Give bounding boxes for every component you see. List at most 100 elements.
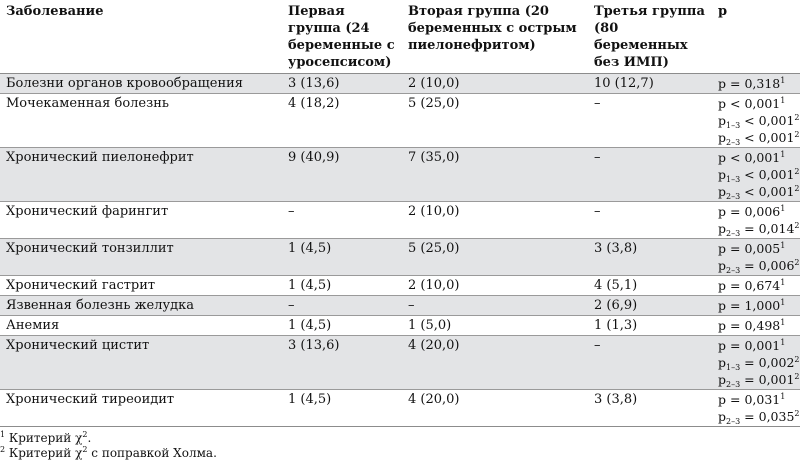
p-value-cell: p = 0,0051 p2–3 = 0,0062 [712, 238, 800, 276]
p-value-line: p = 0,6741 [718, 277, 794, 294]
group-3-cell: 3 (3,8) [588, 389, 712, 427]
table-row: Анемия 1 (4,5) 1 (5,0) 1 (1,3) p = 0,4981 [0, 315, 800, 336]
p-relation: = [726, 318, 745, 333]
group-1-cell: 1 (4,5) [282, 389, 402, 427]
p-symbol: p [718, 392, 727, 407]
p-footnote-mark: 2 [794, 130, 800, 139]
p-value: 0,006 [744, 204, 781, 219]
group-3-cell: 1 (1,3) [588, 315, 712, 336]
group-2-cell: 2 (10,0) [402, 275, 588, 296]
table-row: Хронический фарингит –2 (10,0) – p = 0,0061… [0, 201, 800, 239]
disease-cell: Язвенная болезнь желудка [0, 295, 282, 316]
p-value: 0,002 [758, 355, 795, 370]
footnote-text: Критерий χ [5, 431, 83, 445]
header-group-3: Третья группа (80 беременных без ИМП) [588, 0, 712, 74]
group-3-cell: – [588, 93, 712, 148]
footnote-tail: с поправкой Холма. [87, 446, 217, 460]
group-2-cell: 7 (35,0) [402, 147, 588, 202]
p-value-line: p1–3 < 0,0012 [718, 112, 800, 130]
p-symbol: p [718, 184, 727, 199]
group-3-cell: 3 (3,8) [588, 238, 712, 276]
p-symbol: p [718, 409, 727, 424]
p-symbol: p [718, 150, 727, 165]
group-3-cell: – [588, 147, 712, 202]
p-value-cell: p = 0,0061 p2–3 = 0,0142 [712, 201, 800, 239]
p-value-line: p2–3 = 0,0012 [718, 371, 800, 389]
p-subscript: 2–3 [726, 229, 741, 238]
p-value: 0,035 [758, 409, 795, 424]
p-symbol: p [718, 167, 727, 182]
p-value: 0,001 [744, 150, 781, 165]
p-value-cell: p = 0,3181 [712, 73, 800, 94]
p-symbol: p [718, 76, 727, 91]
table-body: Болезни органов кровообращения 3 (13,6) 2 … [0, 73, 800, 427]
p-value-line: p2–3 < 0,0012 [718, 183, 800, 201]
footnote-mark: 1 [0, 430, 6, 439]
p-relation: = [726, 241, 745, 256]
p-relation: = [740, 258, 759, 273]
group-2-cell: 2 (10,0) [402, 201, 588, 239]
p-value-cell: p = 0,0311 p2–3 = 0,0352 [712, 389, 800, 427]
header-group-2: Вторая группа (20 беременных с острым пи… [402, 0, 588, 74]
p-value: 0,001 [758, 167, 795, 182]
p-value: 0,001 [758, 184, 795, 199]
p-relation: = [740, 409, 759, 424]
group-3-cell: – [588, 201, 712, 239]
p-subscript: 2–3 [726, 192, 741, 201]
p-footnote-mark: 1 [780, 204, 786, 213]
footnote-superscript: 2 [82, 445, 88, 454]
p-value-line: p < 0,0011 [718, 149, 794, 166]
disease-cell: Анемия [0, 315, 282, 336]
p-footnote-mark: 1 [780, 76, 786, 85]
header-p: p [712, 0, 800, 74]
p-footnote-mark: 2 [794, 113, 800, 122]
disease-cell: Хронический фарингит [0, 201, 282, 239]
p-relation: = [726, 392, 745, 407]
p-footnote-mark: 2 [794, 409, 800, 418]
header-row: Заболевание Первая группа (24 беременные… [0, 0, 800, 74]
p-value: 1,000 [744, 298, 781, 313]
group-3-cell: 10 (12,7) [588, 73, 712, 94]
p-relation: < [740, 113, 759, 128]
p-value: 0,031 [744, 392, 781, 407]
p-relation: = [740, 355, 759, 370]
p-value-line: p2–3 = 0,0142 [718, 220, 800, 238]
p-subscript: 1–3 [726, 175, 741, 184]
group-1-cell: 3 (13,6) [282, 73, 402, 94]
group-1-cell: 9 (40,9) [282, 147, 402, 202]
p-value-cell: p = 0,6741 [712, 275, 800, 296]
footnotes: 1 Критерий χ2. 2 Критерий χ2 с поправкой … [0, 431, 800, 461]
table-row: Язвенная болезнь желудка – –2 (6,9) p = 1,0… [0, 295, 800, 316]
p-value: 0,318 [744, 76, 781, 91]
p-value-line: p = 0,0061 [718, 203, 794, 220]
p-value-line: p2–3 < 0,0012 [718, 129, 800, 147]
p-relation: = [740, 372, 759, 387]
group-1-cell: 4 (18,2) [282, 93, 402, 148]
p-symbol: p [718, 96, 727, 111]
group-2-cell: 2 (10,0) [402, 73, 588, 94]
p-relation: = [740, 221, 759, 236]
table-row: Хронический тонзиллит 1 (4,5) 5 (25,0) 3 (3… [0, 238, 800, 276]
p-footnote-mark: 2 [794, 258, 800, 267]
p-footnote-mark: 1 [780, 318, 786, 327]
p-value: 0,001 [744, 96, 781, 111]
p-relation: = [726, 338, 745, 353]
p-footnote-mark: 1 [780, 338, 786, 347]
disease-cell: Хронический гастрит [0, 275, 282, 296]
p-relation: < [740, 130, 759, 145]
group-2-cell: 4 (20,0) [402, 335, 588, 390]
p-value-line: p = 1,0001 [718, 297, 794, 314]
group-2-cell: 5 (25,0) [402, 93, 588, 148]
p-symbol: p [718, 355, 727, 370]
p-value: 0,001 [758, 130, 795, 145]
p-value-line: p = 0,0011 [718, 337, 794, 354]
p-symbol: p [718, 241, 727, 256]
p-footnote-mark: 2 [794, 221, 800, 230]
group-1-cell: – [282, 295, 402, 316]
p-symbol: p [718, 113, 727, 128]
disease-cell: Хронический цистит [0, 335, 282, 390]
p-footnote-mark: 2 [794, 167, 800, 176]
p-value: 0,001 [744, 338, 781, 353]
p-value-line: p = 0,0311 [718, 391, 794, 408]
